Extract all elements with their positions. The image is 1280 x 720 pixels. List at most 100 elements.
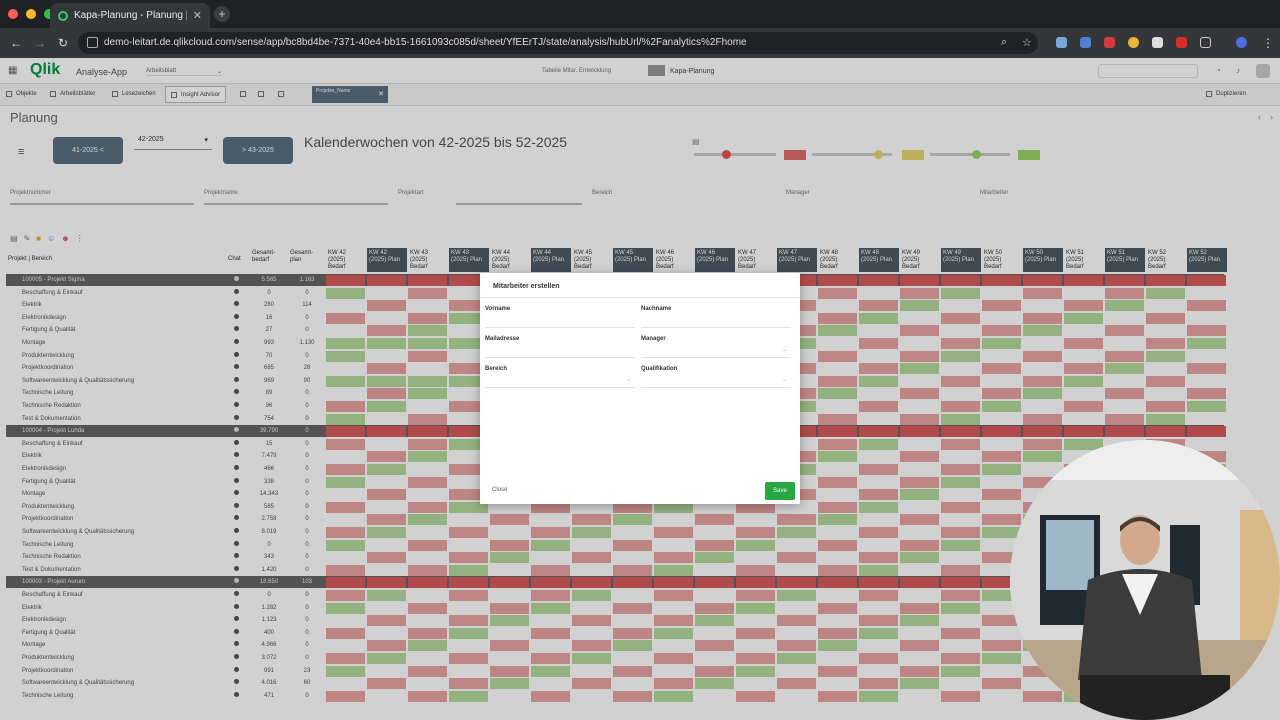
week-cell[interactable] [449,438,488,450]
week-cell[interactable] [1023,312,1062,324]
last-name-input[interactable] [641,316,791,328]
week-cell[interactable] [941,338,980,349]
forward-icon[interactable]: → [34,36,46,50]
week-cell[interactable] [613,653,652,664]
week-cell[interactable] [695,590,734,601]
week-cell[interactable] [1187,325,1226,337]
week-cell[interactable] [490,501,529,513]
chat-icon[interactable] [234,565,239,571]
week-cell[interactable] [982,602,1021,614]
week-cell[interactable] [900,590,939,601]
slider-handle[interactable] [972,150,981,159]
week-cell[interactable] [818,325,857,337]
week-cell[interactable] [408,350,447,362]
week-cell[interactable] [1105,287,1144,299]
sheets-button[interactable]: Arbeitsblätter [50,91,95,97]
profile-avatar[interactable] [1236,37,1247,48]
week-cell[interactable] [900,388,939,400]
week-cell[interactable] [1023,438,1062,450]
week-cell[interactable] [449,690,488,702]
week-cell[interactable] [818,577,857,589]
week-cell[interactable] [859,665,898,677]
week-cell[interactable] [613,690,652,702]
week-cell[interactable] [531,552,570,564]
week-cell[interactable] [572,590,611,601]
week-cell[interactable] [695,690,734,702]
url-field[interactable]: demo-leitart.de.qlikcloud.com/sense/app/… [78,32,1038,54]
notifications-icon[interactable]: ◔ [1216,66,1221,75]
chat-icon[interactable] [234,288,239,294]
export-icon[interactable]: ▤ [10,234,18,243]
week-cell[interactable] [326,527,365,538]
week-cell[interactable] [859,325,898,337]
week-cell[interactable] [449,388,488,400]
site-settings-icon[interactable] [87,37,98,48]
week-cell[interactable] [326,552,365,564]
week-cell[interactable] [654,590,693,601]
col-header-project[interactable]: Projekt | Bereich [8,256,52,262]
week-cell[interactable] [859,451,898,463]
week-cell[interactable] [408,653,447,664]
week-cell[interactable] [613,590,652,601]
week-cell[interactable] [408,401,447,412]
week-cell[interactable] [490,690,529,702]
week-cell[interactable] [777,615,816,627]
selections-forward-icon[interactable] [258,91,264,97]
week-cell[interactable] [326,338,365,349]
week-cell[interactable] [367,312,406,324]
col-header-week[interactable]: KW 42 (2025) Plan [367,248,407,272]
week-cell[interactable] [326,451,365,463]
week-cell[interactable] [941,539,980,551]
week-cell[interactable] [941,602,980,614]
week-cell[interactable] [859,350,898,362]
week-cell[interactable] [859,338,898,349]
week-cell[interactable] [777,539,816,551]
week-cell[interactable] [1146,401,1185,412]
week-cell[interactable] [490,640,529,652]
week-cell[interactable] [367,350,406,362]
week-cell[interactable] [777,678,816,690]
week-cell[interactable] [695,527,734,538]
col-header-week[interactable]: KW 49 (2025) Plan [941,248,981,272]
week-cell[interactable] [572,602,611,614]
week-cell[interactable] [982,627,1021,639]
extension-icon[interactable] [1056,37,1067,48]
week-cell[interactable] [982,363,1021,375]
week-cell[interactable] [613,514,652,526]
week-cell[interactable] [982,438,1021,450]
chat-icon[interactable] [234,339,239,344]
week-cell[interactable] [941,476,980,488]
col-header-week[interactable]: KW 44 (2025) Bedarf [492,250,511,270]
week-cell[interactable] [326,401,365,412]
week-cell[interactable] [695,665,734,677]
week-cell[interactable] [982,300,1021,312]
week-cell[interactable] [408,426,447,438]
duplicate-button[interactable]: Duplizieren [1206,91,1246,97]
chat-icon[interactable] [234,515,239,521]
week-cell[interactable] [490,527,529,538]
week-cell[interactable] [777,690,816,702]
week-cell[interactable] [408,325,447,337]
chat-icon[interactable] [234,276,239,281]
week-cell[interactable] [449,514,488,526]
week-cell[interactable] [900,640,939,652]
week-cell[interactable] [613,564,652,576]
bookmarks-button[interactable]: Lesezeichen [112,91,156,97]
week-cell[interactable] [900,287,939,299]
hamburger-menu-icon[interactable]: ≡ [18,146,25,158]
week-cell[interactable] [1064,275,1103,286]
more-icon[interactable]: ⋮ [75,234,84,243]
week-cell[interactable] [367,325,406,337]
week-cell[interactable] [695,539,734,551]
filter-bereich[interactable]: Bereich [592,190,612,206]
week-cell[interactable] [736,564,775,576]
week-cell[interactable] [941,577,980,589]
week-cell[interactable] [654,539,693,551]
week-cell[interactable] [572,653,611,664]
week-cell[interactable] [941,401,980,412]
week-cell[interactable] [900,564,939,576]
week-cell[interactable] [572,615,611,627]
week-cell[interactable] [408,287,447,299]
week-cell[interactable] [572,690,611,702]
zoom-icon[interactable]: ⌕ [1001,36,1008,48]
